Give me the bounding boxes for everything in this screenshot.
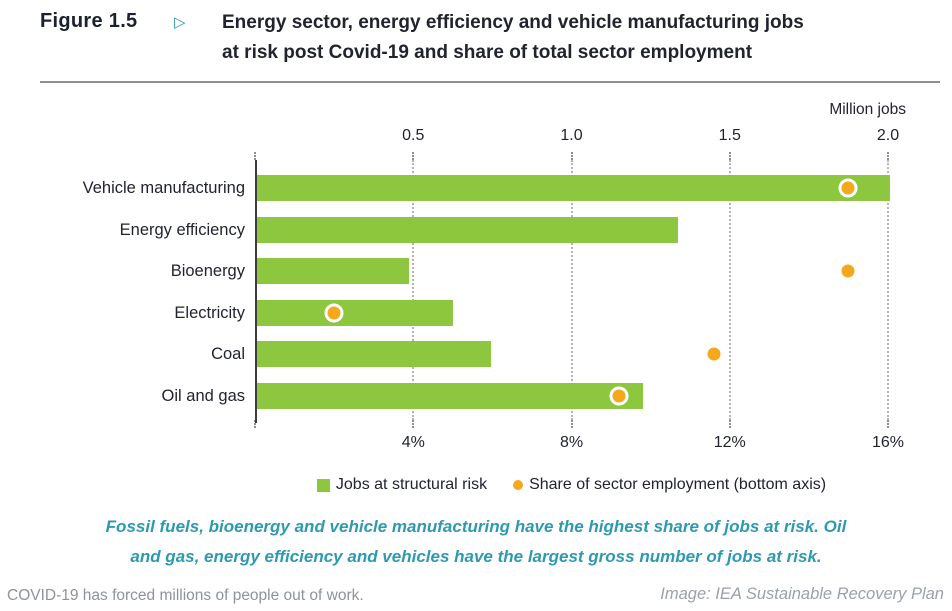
gridline (728, 160, 731, 420)
dot-marker (838, 178, 858, 198)
bar (257, 175, 890, 201)
category-label: Energy efficiency (119, 220, 245, 239)
bottom-axis-tick (412, 420, 415, 428)
top-axis-tick-label: 1.0 (560, 127, 583, 144)
bar (257, 299, 454, 326)
top-axis-tick (412, 152, 415, 160)
top-axis-tick-label: 1.5 (718, 127, 741, 144)
legend-item-dots: Share of sector employment (bottom axis) (513, 476, 826, 494)
gridline (570, 160, 573, 420)
top-axis-tick (254, 152, 256, 160)
bottom-axis-tick (887, 420, 889, 428)
bar (257, 382, 644, 409)
figure-label: Figure 1.5 (40, 10, 138, 32)
legend-bars-label: Jobs at structural risk (335, 476, 488, 493)
legend-dots-label: Share of sector employment (bottom axis) (529, 476, 827, 493)
bottom-axis-tick-label: 16% (871, 434, 905, 451)
legend-circle-marker (513, 480, 524, 490)
bottom-axis-tick (254, 420, 256, 428)
gridline (887, 160, 889, 420)
top-axis-tick (570, 152, 573, 160)
bottom-axis-tick (570, 420, 573, 428)
figure-title-line1: Energy sector, energy efficiency and veh… (222, 12, 804, 33)
top-axis-tick-label: 2.0 (876, 127, 900, 144)
bar (257, 341, 492, 367)
bottom-axis-tick-label: 8% (559, 434, 584, 451)
key-message-line1: Fossil fuels, bioenergy and vehicle manu… (105, 517, 847, 536)
legend-item-bars: Jobs at structural risk (316, 476, 488, 494)
key-message-line2: and gas, energy efficiency and vehicles … (130, 547, 822, 566)
bottom-axis-tick-label: 4% (401, 434, 425, 451)
figure-title-line2: at risk post Covid-19 and share of total… (222, 42, 753, 63)
image-credit: Image: IEA Sustainable Recovery Plan (660, 585, 944, 603)
top-axis-tick-label: 0.5 (402, 127, 425, 144)
title-divider (40, 81, 940, 83)
y-axis-line (255, 160, 257, 423)
category-label: Coal (211, 345, 245, 363)
category-label: Bioenergy (170, 262, 245, 280)
key-message: Fossil fuels, bioenergy and vehicle manu… (0, 512, 952, 572)
category-label: Vehicle manufacturing (82, 179, 245, 197)
bottom-axis-tick (728, 420, 731, 428)
plot-area: 0.5 4% 1.0 8% 1.5 12% 2.0 16% Vehicle manufactur… (83, 127, 904, 451)
dot-marker (704, 344, 724, 364)
dot-marker (609, 386, 629, 405)
legend: Jobs at structural risk Share of sector … (255, 476, 888, 494)
figure-title: Energy sector, energy efficiency and veh… (222, 8, 932, 68)
top-axis-tick (728, 152, 731, 160)
legend-square-marker (316, 478, 330, 492)
bottom-axis-tick-label: 12% (713, 434, 746, 451)
category-label: Electricity (174, 303, 245, 322)
bar (257, 258, 409, 284)
footer-note: COVID-19 has forced millions of people o… (7, 587, 364, 604)
dot-marker (838, 261, 858, 281)
bar (257, 216, 678, 243)
top-axis-tick (887, 152, 889, 160)
dot-marker (324, 303, 344, 322)
gridline (412, 160, 415, 420)
triangle-right-icon: ▷ (174, 14, 186, 31)
category-label: Oil and gas (161, 386, 245, 405)
top-axis-unit-label: Million jobs (829, 101, 906, 118)
